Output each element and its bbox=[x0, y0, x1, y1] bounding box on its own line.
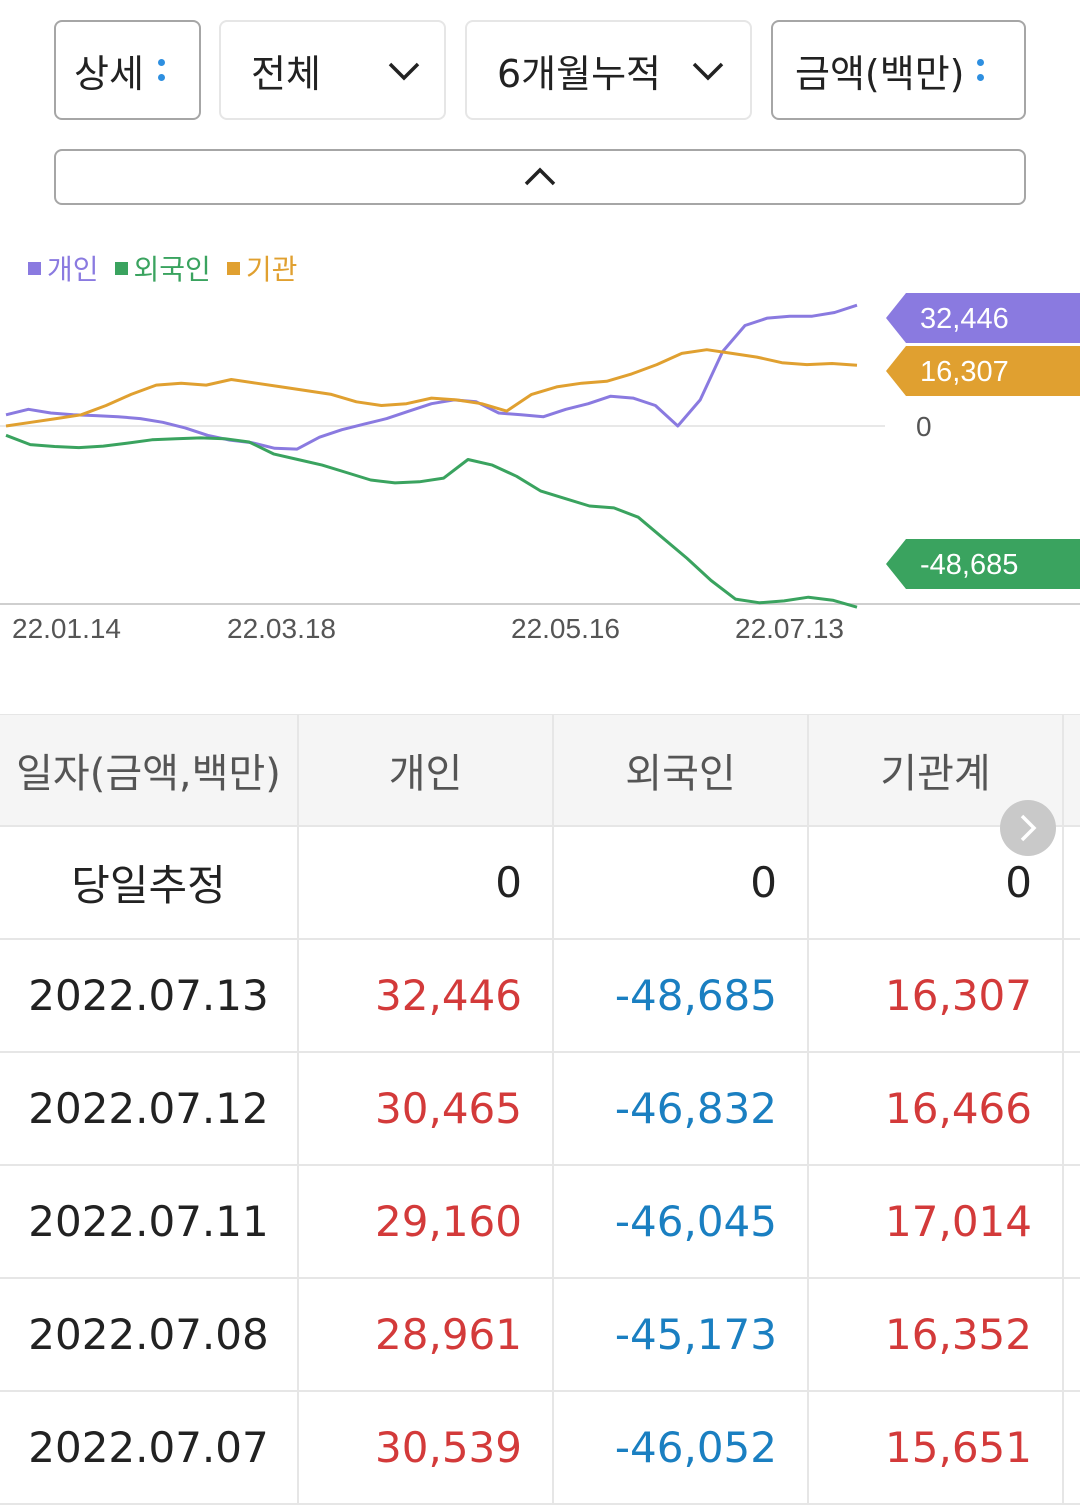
foreign-cell: -46,832 bbox=[554, 1053, 809, 1164]
date-cell: 2022.07.12 bbox=[0, 1053, 299, 1164]
header-institution: 기관계 bbox=[809, 715, 1064, 825]
institution-cell: 15,651 bbox=[809, 1392, 1064, 1503]
institution-cell: 16,307 bbox=[809, 940, 1064, 1051]
individual-cell: 28,961 bbox=[299, 1279, 554, 1390]
header-date: 일자(금액,백만) bbox=[0, 715, 299, 825]
institution-cell: 17,014 bbox=[809, 1166, 1064, 1277]
chart-legend: 개인 외국인 기관 bbox=[28, 248, 297, 288]
foreign-cell: -46,052 bbox=[554, 1392, 809, 1503]
kebab-icon bbox=[157, 59, 165, 81]
legend-swatch bbox=[226, 261, 240, 275]
foreign-cell: -48,685 bbox=[554, 940, 809, 1051]
collapse-button[interactable] bbox=[54, 149, 1026, 205]
series-line bbox=[5, 303, 858, 451]
investor-table: 일자(금액,백만) 개인 외국인 기관계 당일추정 0 0 0 2022.07.13 32… bbox=[0, 714, 1080, 1505]
date-cell: 2022.07.13 bbox=[0, 940, 299, 1051]
individual-cell: 29,160 bbox=[299, 1166, 554, 1277]
period-dropdown[interactable]: 6개월누적 bbox=[465, 20, 752, 120]
scope-label: 전체 bbox=[251, 51, 321, 96]
tag-value: 16,307 bbox=[920, 356, 1009, 388]
scope-dropdown[interactable]: 전체 bbox=[219, 20, 446, 120]
institution-cell: 0 bbox=[809, 827, 1064, 938]
date-cell: 2022.07.08 bbox=[0, 1279, 299, 1390]
legend-item-individual: 개인 bbox=[28, 248, 99, 288]
foreign-cell: -45,173 bbox=[554, 1279, 809, 1390]
kebab-icon bbox=[976, 59, 984, 81]
legend-label: 개인 bbox=[47, 253, 99, 286]
legend-label: 기관 bbox=[245, 253, 298, 286]
detail-label: 상세 bbox=[74, 51, 144, 96]
table-row[interactable]: 2022.07.11 29,160 -46,045 17,014 bbox=[0, 1166, 1080, 1279]
chevron-down-icon bbox=[388, 62, 420, 81]
chevron-down-icon bbox=[692, 62, 724, 81]
individual-cell: 30,465 bbox=[299, 1053, 554, 1164]
institution-cell: 16,352 bbox=[809, 1279, 1064, 1390]
header-foreign: 외국인 bbox=[554, 715, 809, 825]
detail-button[interactable]: 상세 bbox=[54, 20, 201, 120]
scroll-right-button[interactable] bbox=[1000, 800, 1056, 856]
series-line bbox=[5, 348, 858, 428]
tag-value: -48,685 bbox=[920, 549, 1018, 581]
tag-shape bbox=[886, 293, 1080, 343]
x-tick-label: 22.05.16 bbox=[511, 613, 620, 644]
individual-cell: 0 bbox=[299, 827, 554, 938]
header-individual: 개인 bbox=[299, 715, 554, 825]
series-line bbox=[5, 433, 858, 609]
legend-swatch bbox=[28, 261, 41, 275]
legend-item-foreign: 외국인 bbox=[114, 248, 211, 288]
legend-item-institution: 기관 bbox=[226, 248, 298, 288]
table-row[interactable]: 2022.07.12 30,465 -46,832 16,466 bbox=[0, 1053, 1080, 1166]
institution-cell: 16,466 bbox=[809, 1053, 1064, 1164]
date-cell: 2022.07.07 bbox=[0, 1392, 299, 1503]
x-tick-label: 22.07.13 bbox=[735, 613, 844, 644]
foreign-cell: 0 bbox=[554, 827, 809, 938]
chevron-up-icon bbox=[524, 167, 556, 186]
investor-trend-chart: 0 22.01.14 22.03.18 22.05.16 22.07.13 32,44… bbox=[0, 293, 1080, 644]
tag-shape bbox=[886, 346, 1080, 396]
table-row[interactable]: 2022.07.07 30,539 -46,052 15,651 bbox=[0, 1392, 1080, 1505]
x-tick-label: 22.03.18 bbox=[227, 613, 336, 644]
individual-cell: 30,539 bbox=[299, 1392, 554, 1503]
x-tick-label: 22.01.14 bbox=[12, 613, 121, 644]
zero-label: 0 bbox=[916, 411, 932, 442]
table-row[interactable]: 2022.07.13 32,446 -48,685 16,307 bbox=[0, 940, 1080, 1053]
tag-shape bbox=[886, 539, 1080, 589]
last-value-tag: 16,307 bbox=[886, 346, 1080, 396]
table-row[interactable]: 2022.07.08 28,961 -45,173 16,352 bbox=[0, 1279, 1080, 1392]
date-cell: 2022.07.11 bbox=[0, 1166, 299, 1277]
last-value-tag: 32,446 bbox=[886, 293, 1080, 343]
legend-swatch bbox=[114, 261, 128, 275]
individual-cell: 32,446 bbox=[299, 940, 554, 1051]
period-label: 6개월누적 bbox=[497, 51, 662, 96]
last-value-tag: -48,685 bbox=[886, 539, 1080, 589]
chevron-right-icon bbox=[1020, 814, 1037, 842]
table-row[interactable]: 당일추정 0 0 0 bbox=[0, 827, 1080, 940]
legend-label: 외국인 bbox=[133, 253, 211, 286]
unit-label: 금액(백만) bbox=[795, 51, 965, 96]
unit-button[interactable]: 금액(백만) bbox=[771, 20, 1026, 120]
tag-value: 32,446 bbox=[920, 303, 1009, 335]
table-header: 일자(금액,백만) 개인 외국인 기관계 bbox=[0, 714, 1080, 827]
foreign-cell: -46,045 bbox=[554, 1166, 809, 1277]
date-cell: 당일추정 bbox=[0, 827, 299, 938]
